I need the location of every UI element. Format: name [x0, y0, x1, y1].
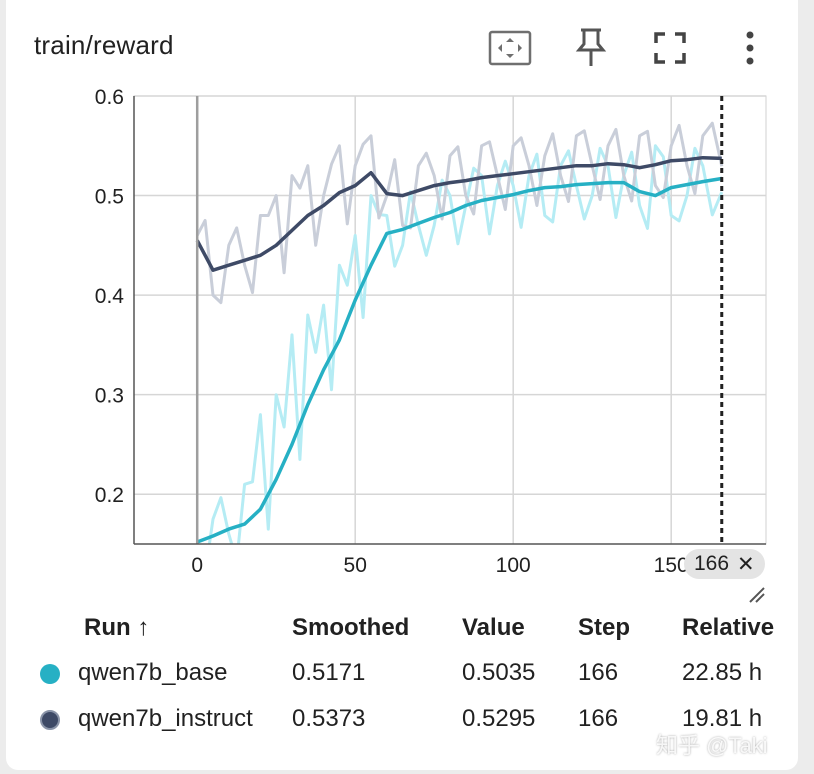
watermark-text: 知乎 @Taki: [656, 733, 768, 758]
card-title: train/reward: [34, 30, 174, 60]
y-tick-label: 0.2: [95, 484, 124, 507]
resize-handle-icon[interactable]: [746, 584, 766, 604]
run-color-dot: [40, 663, 60, 684]
step-value: 166: [578, 659, 619, 686]
run-table: Run ↑ Smoothed Value Step Relative qwen7…: [30, 606, 776, 742]
smoothed-series-line: [195, 155, 722, 272]
y-tick-label: 0.4: [95, 285, 125, 308]
x-tick-label: 50: [344, 554, 367, 577]
pin-button[interactable]: [567, 24, 615, 72]
run-name: qwen7b_base: [78, 659, 228, 686]
smoothed-value: 0.5373: [292, 705, 366, 732]
chart-card: train/reward 0.2 0.3 0.: [6, 0, 798, 770]
smoothed-series-line: [196, 176, 723, 544]
step-value: 166: [578, 705, 619, 732]
run-name: qwen7b_instruct: [78, 705, 253, 732]
x-tick-label: 0: [191, 554, 203, 577]
value-header[interactable]: Value: [462, 614, 525, 641]
step-marker-chip[interactable]: 166 ✕: [684, 549, 765, 579]
smoothed-value: 0.5171: [292, 659, 366, 686]
sort-run-header[interactable]: Run ↑: [84, 614, 150, 641]
chart-area[interactable]: 0.2 0.3 0.4 0.5 0.6 0 50 100 150: [6, 0, 798, 610]
y-tick-label: 0.3: [95, 385, 124, 408]
step-header[interactable]: Step: [578, 614, 631, 641]
fullscreen-icon: [654, 32, 686, 64]
fullscreen-button[interactable]: [646, 24, 694, 72]
relative-time: 22.85 h: [682, 659, 763, 686]
raw-value: 0.5035: [462, 659, 536, 686]
table-header-row: Run ↑ Smoothed Value Step Relative: [30, 606, 776, 650]
more-options-button[interactable]: [726, 24, 774, 72]
run-color-dot: [40, 709, 60, 730]
line-chart[interactable]: 0.2 0.3 0.4 0.5 0.6 0 50 100 150: [6, 0, 798, 610]
close-icon[interactable]: ✕: [737, 552, 755, 576]
relative-header[interactable]: Relative: [682, 614, 775, 641]
table-row[interactable]: qwen7b_instruct 0.5373 0.5295 166 19.81 …: [30, 696, 776, 742]
table-row[interactable]: qwen7b_base 0.5171 0.5035 166 22.85 h: [30, 650, 776, 696]
fit-domain-icon: [488, 30, 532, 66]
step-marker-label: 166: [694, 552, 730, 575]
smoothed-header[interactable]: Smoothed: [292, 614, 410, 641]
more-vert-icon: [746, 31, 754, 65]
x-tick-label: 150: [654, 554, 689, 577]
y-tick-label: 0.6: [95, 86, 124, 109]
x-tick-label: 100: [496, 554, 531, 577]
raw-series-line: [197, 144, 724, 544]
fit-domain-button[interactable]: [486, 24, 534, 72]
y-tick-label: 0.5: [95, 186, 124, 209]
pin-icon: [575, 28, 607, 66]
raw-series-line: [195, 121, 724, 305]
raw-value: 0.5295: [462, 705, 536, 732]
relative-time: 19.81 h: [682, 705, 763, 732]
